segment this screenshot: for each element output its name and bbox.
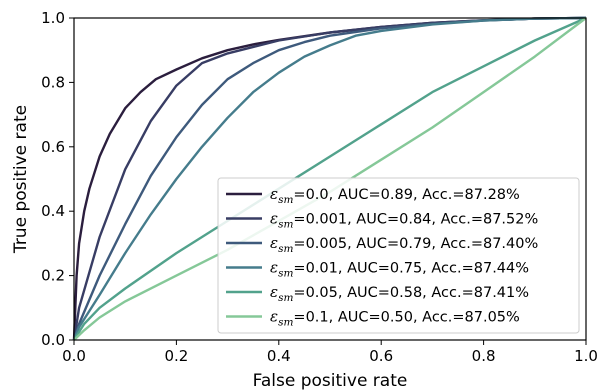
y-tick-label-3: 0.6	[41, 138, 65, 156]
legend-label-5: εsm=0.1, AUC=0.50, Acc.=87.05%	[270, 308, 520, 329]
y-tick-label-1: 0.2	[41, 267, 65, 285]
y-tick-label-0: 0.0	[41, 331, 65, 349]
legend-label-3: εsm=0.01, AUC=0.75, Acc.=87.44%	[270, 259, 529, 280]
x-tick-label-4: 0.8	[472, 347, 496, 365]
x-tick-label-2: 0.4	[267, 347, 291, 365]
series-line-3	[72, 16, 587, 341]
x-tick-label-3: 0.6	[369, 347, 393, 365]
y-tick-label-4: 0.8	[41, 73, 65, 91]
x-tick-label-5: 1.0	[574, 347, 598, 365]
y-axis-label: True positive rate	[11, 105, 31, 254]
legend-label-0: εsm=0.0, AUC=0.89, Acc.=87.28%	[270, 185, 520, 206]
legend-label-1: εsm=0.001, AUC=0.84, Acc.=87.52%	[270, 210, 538, 231]
legend: εsm=0.0, AUC=0.89, Acc.=87.28% εsm=0.001,…	[217, 177, 580, 334]
legend-label-2: εsm=0.005, AUC=0.79, Acc.=87.40%	[270, 234, 538, 255]
legend-label-4: εsm=0.05, AUC=0.58, Acc.=87.41%	[270, 283, 529, 304]
plot-frame	[73, 17, 587, 341]
legend-box	[217, 177, 580, 334]
x-axis-ticks: 0.0 0.2 0.4 0.6 0.8 1.0	[62, 340, 598, 365]
y-tick-label-2: 0.4	[41, 202, 65, 220]
y-tick-label-5: 1.0	[41, 9, 65, 27]
y-axis-ticks: 0.0 0.2 0.4 0.6 0.8 1.0	[41, 9, 74, 349]
x-tick-label-1: 0.2	[164, 347, 188, 365]
x-tick-label-0: 0.0	[62, 347, 86, 365]
x-axis-label: False positive rate	[253, 371, 408, 390]
